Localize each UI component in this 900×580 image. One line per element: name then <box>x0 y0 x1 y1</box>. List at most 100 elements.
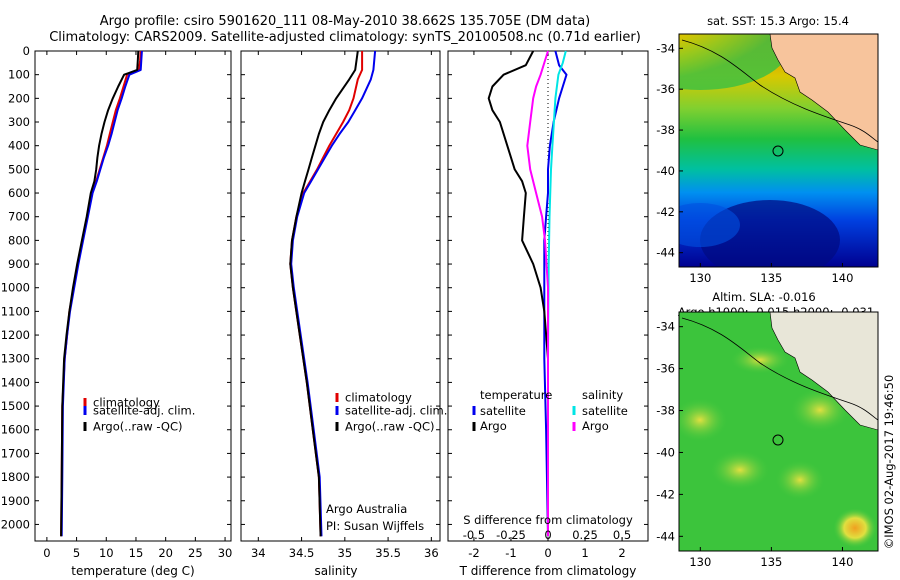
s-difference-label: S difference from climatology <box>463 513 633 527</box>
depth-tick-label: 600 <box>8 186 30 200</box>
temperature-axes-frame <box>34 50 232 542</box>
sla-anomaly <box>679 398 728 442</box>
series-line-temperature-Argo <box>487 50 549 537</box>
legend-label-sal-satellite: satellite <box>582 404 628 418</box>
depth-tick-label: 2000 <box>1 517 30 531</box>
salinity-series <box>289 50 377 537</box>
argo-float-marker <box>772 434 784 446</box>
salinity-x-label: salinity <box>314 564 357 578</box>
legend-label-temp-argo: Argo <box>480 419 507 433</box>
sla-map-ticks: 130 135 140 -34 -36 -38 -40 -42 -44 <box>656 320 853 569</box>
map-y-tick-label: -38 <box>656 404 675 418</box>
x-tick-label: 35 <box>338 546 353 560</box>
imos-credit: ©IMOS 02-Aug-2017 19:46:50 <box>882 375 896 550</box>
x-tick-label: 35.5 <box>375 546 401 560</box>
depth-tick-label: 200 <box>8 91 30 105</box>
legend-label-temp-satellite: satellite <box>480 404 526 418</box>
x-tick-label: 2 <box>618 546 625 560</box>
series-line-argo-raw-qc <box>60 50 140 537</box>
map-x-tick-label: 140 <box>831 271 853 285</box>
map-y-tick-label: -44 <box>656 529 675 543</box>
series-line-temperature-satellite <box>543 50 568 537</box>
map-y-tick-label: -36 <box>656 82 675 96</box>
sla-map: Altim. SLA: -0.016 Argo h1000: -0.015 h2… <box>656 290 879 569</box>
depth-tick-label: 1600 <box>1 423 30 437</box>
sst-warm-region <box>679 34 790 90</box>
legend-label-satellite: satellite-adj. clim. <box>93 404 195 418</box>
x-tick-label: 34.5 <box>289 546 315 560</box>
header-line-1: Argo profile: csiro 5901620_111 08-May-2… <box>100 14 591 29</box>
x-tick-label: 10 <box>99 546 114 560</box>
x-tick-label: 30 <box>218 546 233 560</box>
sst-map-frame <box>678 33 879 268</box>
temperature-panel: 0 5 10 15 20 25 30 temperature (deg C) climato… <box>34 50 233 578</box>
argo-float-marker <box>772 145 784 157</box>
s-diff-tick-label: -0.5 <box>463 528 485 542</box>
legend-label-satellite: satellite-adj. clim. <box>345 404 447 418</box>
credit-argo-australia: Argo Australia <box>326 502 407 516</box>
depth-tick-label: 1100 <box>1 304 30 318</box>
sst-map-ticks: 130 135 140 -34 -36 -38 -40 -42 -44 <box>656 41 853 285</box>
legend-label-argo: Argo(..raw -QC) <box>93 420 183 434</box>
map-x-tick-label: 135 <box>760 271 782 285</box>
salinity-x-ticks: 34 34.5 35 35.5 36 <box>251 51 439 560</box>
x-tick-label: 5 <box>73 546 80 560</box>
s-diff-tick-label: 0 <box>544 528 551 542</box>
x-tick-label: 1 <box>581 546 588 560</box>
x-tick-label: 36 <box>424 546 439 560</box>
credit-pi: PI: Susan Wijffels <box>326 519 424 533</box>
x-tick-label: 0 <box>43 546 50 560</box>
temperature-depth-ticks <box>35 50 231 525</box>
s-diff-tick-label: -0.25 <box>496 528 526 542</box>
depth-tick-label: 800 <box>8 233 30 247</box>
difference-panel: -2 -1 0 1 2 T difference from climatology S … <box>447 50 649 578</box>
depth-tick-label: 1900 <box>1 494 30 508</box>
salinity-panel: 34 34.5 35 35.5 36 salinity climatology sate… <box>240 50 447 578</box>
depth-tick-label: 1700 <box>1 446 30 460</box>
x-tick-label: -1 <box>505 546 516 560</box>
difference-depth-ticks <box>448 50 648 525</box>
australia-land <box>769 34 878 151</box>
depth-tick-label: 1000 <box>1 281 30 295</box>
map-y-tick-label: -34 <box>656 320 675 334</box>
x-tick-label: 34 <box>251 546 266 560</box>
sla-anomaly <box>775 460 825 500</box>
header-line-2: Climatology: CARS2009. Satellite-adjuste… <box>49 30 641 45</box>
map-y-tick-label: -44 <box>656 246 675 260</box>
legend-label-climatology: climatology <box>345 391 412 405</box>
sla-hot-anomaly <box>833 508 877 548</box>
x-tick-label: -2 <box>468 546 479 560</box>
map-y-tick-label: -40 <box>656 164 675 178</box>
difference-series <box>487 50 568 537</box>
sst-map: sat. SST: 15.3 Argo: 15.4 130 135 140 -34 -3… <box>656 14 879 285</box>
salinity-legend: climatology satellite-adj. clim. Argo(..… <box>335 391 447 434</box>
s-difference-ticks: -0.5 -0.25 0 0.25 0.5 <box>463 528 632 542</box>
map-y-tick-label: -38 <box>656 123 675 137</box>
depth-tick-label: 500 <box>8 162 30 176</box>
map-y-tick-label: -34 <box>656 41 675 55</box>
depth-tick-label: 1500 <box>1 399 30 413</box>
depth-tick-label: 100 <box>8 68 30 82</box>
sst-cool-patch <box>679 203 740 247</box>
map-x-tick-label: 130 <box>689 271 711 285</box>
map-x-tick-label: 140 <box>831 555 853 569</box>
shelf-contour <box>681 39 878 143</box>
depth-tick-label: 1800 <box>1 470 30 484</box>
depth-tick-label: 1400 <box>1 375 30 389</box>
sla-map-title-1: Altim. SLA: -0.016 <box>712 290 816 304</box>
map-y-tick-label: -40 <box>656 445 675 459</box>
legend-label-argo: Argo(..raw -QC) <box>345 420 435 434</box>
x-tick-label: 15 <box>129 546 144 560</box>
x-tick-label: 0 <box>544 546 551 560</box>
series-line-salinity-Argo <box>526 50 549 537</box>
s-diff-tick-label: 0.5 <box>613 528 631 542</box>
sla-anomaly <box>710 450 770 490</box>
depth-tick-label: 1300 <box>1 352 30 366</box>
difference-x-label: T difference from climatology <box>459 564 637 578</box>
depth-tick-label: 400 <box>8 139 30 153</box>
difference-legend: temperature salinity satellite Argo sate… <box>472 388 628 433</box>
temperature-series <box>60 50 143 537</box>
x-tick-label: 25 <box>188 546 203 560</box>
depth-tick-label: 0 <box>23 44 30 58</box>
